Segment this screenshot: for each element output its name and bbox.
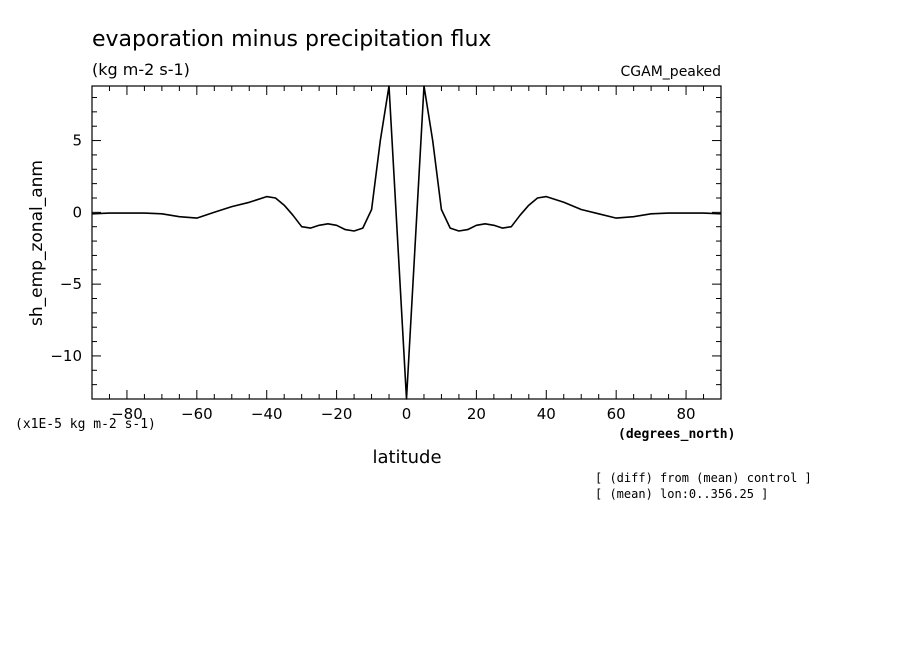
- series-line: [91, 85, 722, 400]
- y-tick-label: 5: [72, 132, 82, 150]
- chart-units: (kg m-2 s-1): [92, 60, 190, 79]
- y-tick-label: 0: [72, 203, 82, 221]
- x-tick-label: 20: [467, 405, 486, 423]
- x-tick-label: −80: [111, 405, 143, 423]
- x-tick-label: 40: [537, 405, 556, 423]
- dataset-label: CGAM_peaked: [621, 64, 721, 80]
- x-tick-label: 60: [607, 405, 626, 423]
- note-mean: [ (mean) lon:0..356.25 ]: [595, 487, 768, 501]
- x-tick-label: −40: [251, 405, 283, 423]
- plot-frame: [91, 85, 722, 400]
- x-tick-label: 80: [677, 405, 696, 423]
- x-tick-label: −20: [321, 405, 353, 423]
- chart-title: evaporation minus precipitation flux: [92, 27, 491, 52]
- x-axis-label: latitude: [372, 447, 441, 468]
- y-tick-labels: 5 0 −5 −10: [50, 132, 82, 365]
- note-diff: [ (diff) from (mean) control ]: [595, 471, 812, 485]
- y-tick-label: −10: [50, 347, 82, 365]
- x-axis-units: (degrees_north): [618, 427, 735, 442]
- x-tick-label: −60: [181, 405, 213, 423]
- y-tick-label: −5: [60, 275, 82, 293]
- y-axis-units: (x1E-5 kg m-2 s-1): [15, 417, 156, 432]
- axis-ticks: [91, 86, 722, 400]
- x-tick-labels: −80 −60 −40 −20 0 20 40 60 80: [111, 405, 695, 423]
- x-tick-label: 0: [402, 405, 412, 423]
- y-axis-label: sh_emp_zonal_anm: [27, 160, 47, 326]
